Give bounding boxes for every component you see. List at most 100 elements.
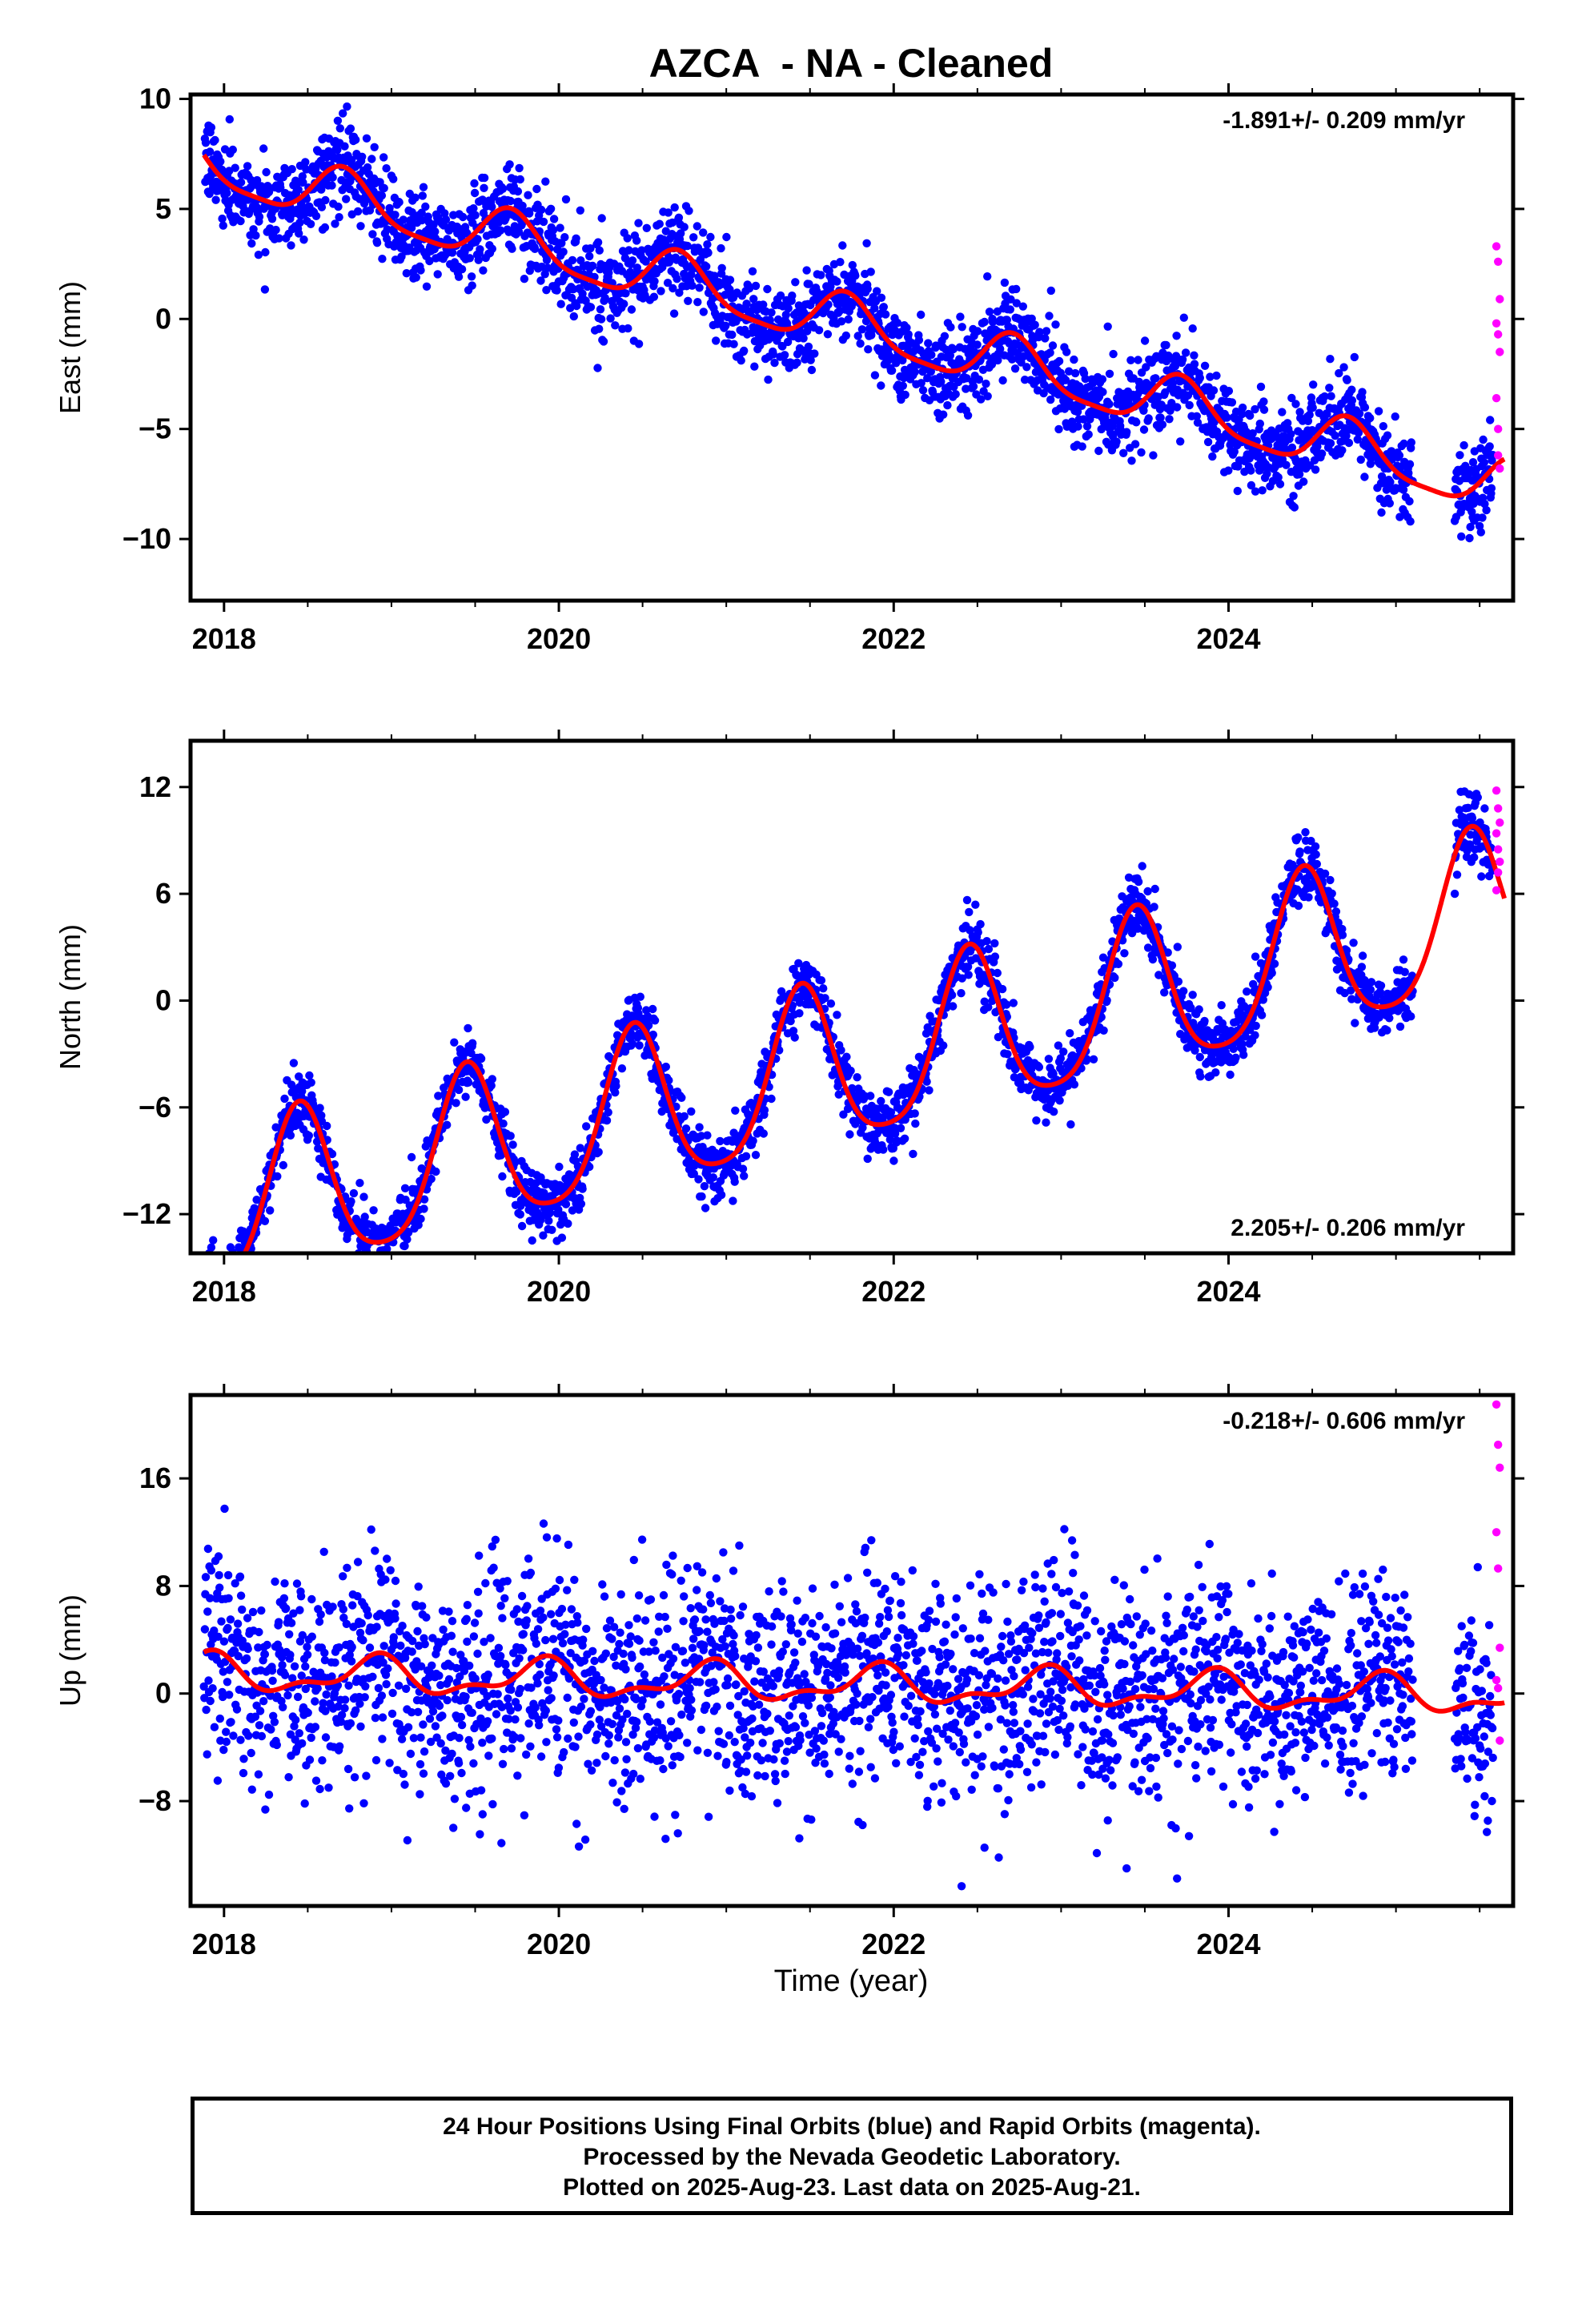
final-orbit-point [468,281,476,290]
final-orbit-point [1366,413,1375,423]
final-orbit-point [702,262,711,271]
final-orbit-point [305,1071,314,1080]
final-orbit-point [488,244,496,253]
final-orbit-point [1006,305,1015,314]
final-orbit-point [729,340,738,348]
final-orbit-point [740,1172,749,1180]
final-orbit-point [759,1129,768,1138]
final-orbit-point [576,1200,586,1208]
final-orbit-point [611,321,620,330]
final-orbit-point [301,158,310,167]
final-orbit-point [340,142,349,151]
final-orbit-point [851,271,860,280]
final-orbit-point [469,204,478,213]
final-orbit-point [687,1107,696,1116]
final-orbit-point [1238,409,1247,419]
final-orbit-point [450,1038,459,1047]
final-orbit-point [236,1257,244,1265]
final-orbit-point [1217,1001,1226,1010]
final-orbit-point [1070,1080,1079,1089]
final-orbit-point [1119,448,1128,457]
final-orbit-point [585,1162,594,1172]
final-orbit-point [924,339,933,348]
final-orbit-point [1179,987,1188,995]
final-orbit-point [467,272,476,281]
final-orbit-point [804,342,813,352]
final-orbit-point [1406,517,1415,526]
final-orbit-point [623,234,632,243]
final-orbit-point [464,1023,472,1033]
final-orbit-point [870,304,879,313]
rapid-orbit-point [1494,451,1503,460]
final-orbit-point [333,116,343,125]
final-orbit-point [549,215,559,223]
final-orbit-point [731,1106,740,1116]
final-orbit-point [844,315,853,324]
final-orbit-point [321,195,330,205]
final-orbit-point [712,336,721,345]
final-orbit-point [317,185,326,194]
final-orbit-point [252,1196,261,1204]
final-orbit-point [1299,477,1308,486]
final-orbit-point [898,381,908,390]
final-orbit-point [1356,455,1366,464]
final-orbit-point [468,1039,477,1047]
final-orbit-point [379,183,388,193]
final-orbit-point [564,1219,572,1228]
rapid-orbit-point [1492,394,1501,403]
final-orbit-point [211,1317,219,1325]
final-orbit-point [541,177,550,186]
final-orbit-point [911,1119,920,1128]
final-orbit-point [939,410,948,419]
final-orbit-point [900,1134,909,1144]
final-orbit-point [606,314,615,323]
final-orbit-point [259,144,268,153]
final-orbit-point [512,1188,521,1196]
final-orbit-point [231,1262,239,1270]
final-orbit-point [684,296,693,305]
final-orbit-point [742,300,751,308]
final-orbit-point [902,324,911,332]
final-orbit-point [287,165,296,174]
final-orbit-point [459,212,468,222]
final-orbit-point [853,332,862,340]
final-orbit-point [1251,952,1260,961]
final-orbit-point [542,286,551,295]
final-orbit-point [431,227,440,236]
final-orbit-point [873,287,881,296]
final-orbit-point [249,225,258,234]
final-orbit-point [1158,420,1167,429]
rapid-orbit-point [1494,330,1503,339]
final-orbit-point [536,276,545,285]
final-orbit-point [694,1175,703,1184]
final-orbit-point [1059,1047,1068,1056]
final-orbit-point [311,211,321,220]
final-orbit-point [696,255,705,264]
final-orbit-point [974,375,984,384]
final-orbit-point [556,223,564,232]
final-orbit-point [559,247,568,256]
final-orbit-point [943,400,952,410]
final-orbit-point [582,1122,591,1131]
final-orbit-point [765,316,774,324]
final-orbit-point [1130,440,1140,448]
final-orbit-point [1395,451,1404,460]
final-orbit-point [717,263,726,272]
final-orbit-point [369,1206,378,1215]
final-orbit-point [784,304,793,313]
final-orbit-point [783,337,793,347]
final-orbit-point [799,334,808,343]
final-orbit-point [402,269,411,278]
final-orbit-point [1195,373,1205,383]
final-orbit-point [432,1167,440,1176]
final-orbit-point [412,273,420,282]
final-orbit-point [1066,1029,1074,1038]
final-orbit-point [635,1041,644,1050]
final-orbit-point [644,1021,653,1030]
final-orbit-point [817,271,825,279]
final-orbit-point [304,1131,313,1140]
final-orbit-point [909,1149,917,1159]
final-orbit-point [1173,943,1182,951]
final-orbit-point [983,392,992,400]
final-orbit-point [853,1073,861,1082]
